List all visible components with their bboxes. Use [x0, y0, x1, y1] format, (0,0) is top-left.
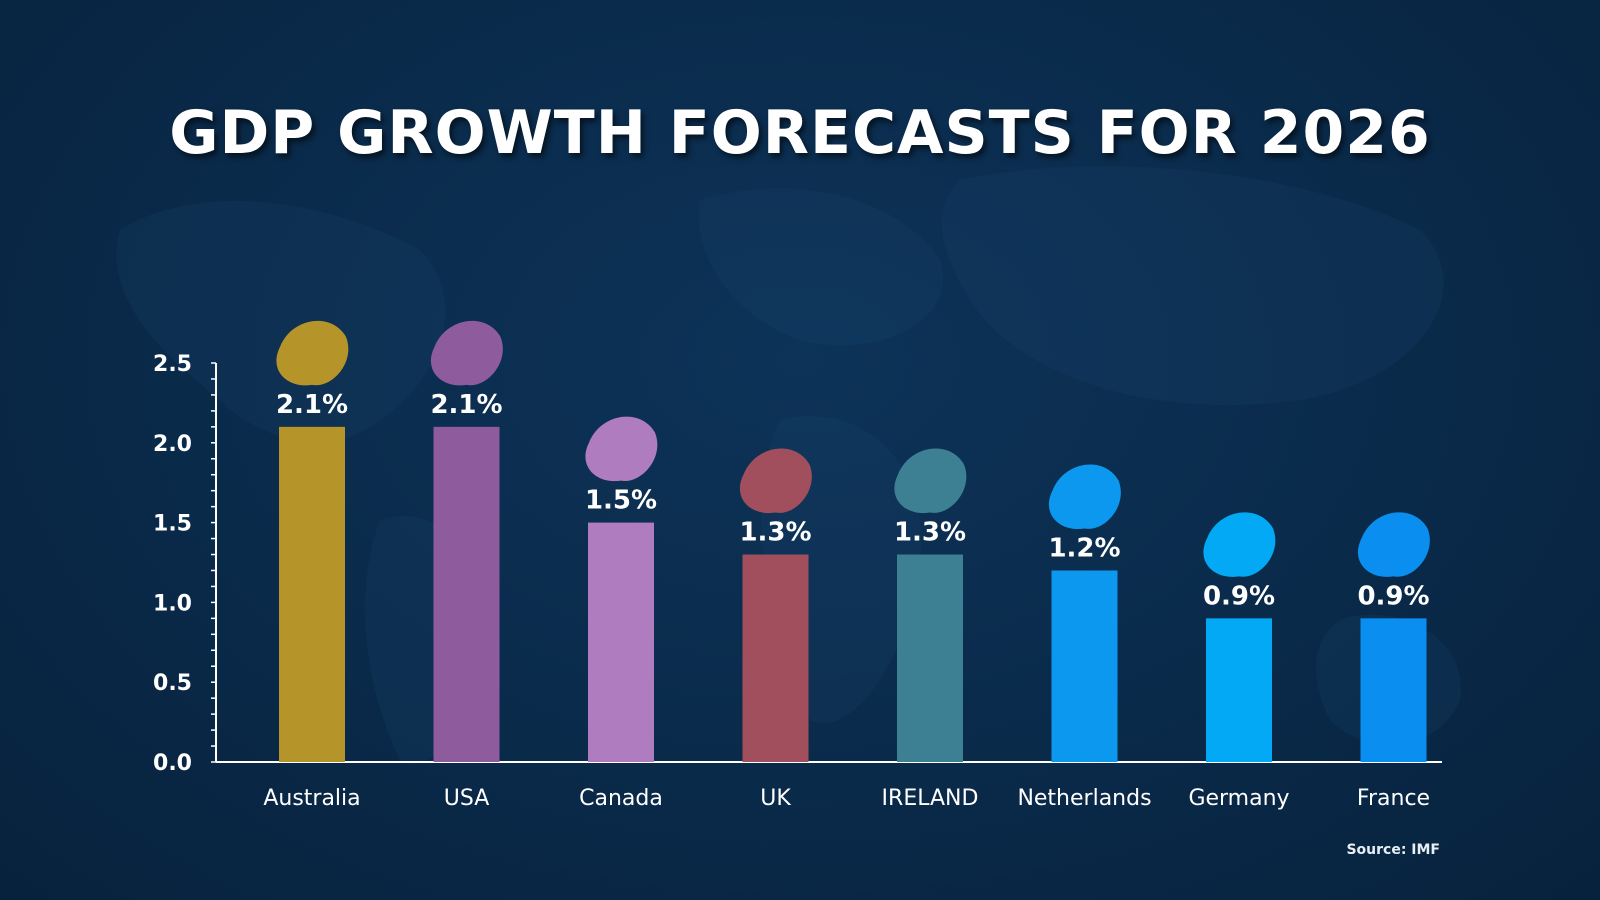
bar-netherlands [1051, 570, 1118, 762]
category-label: Canada [579, 786, 663, 811]
bar-ireland [897, 554, 963, 762]
bar-usa [433, 426, 500, 762]
category-label: UK [760, 786, 791, 811]
category-label: Germany [1188, 786, 1289, 811]
country-silhouette-icon [1048, 464, 1121, 530]
country-silhouette-icon [1357, 512, 1430, 577]
category-label: USA [444, 786, 490, 811]
category-label: France [1357, 786, 1430, 811]
labels: 2.1% Australia 2.1% USA 1.5% Canada 1.3% UK 1.3%… [263, 390, 1430, 811]
value-label: 1.3% [894, 518, 966, 548]
value-label: 1.2% [1048, 533, 1120, 563]
y-tick-label: 2.0 [153, 432, 192, 457]
value-label: 2.1% [430, 390, 502, 420]
y-tick-label: 1.0 [153, 591, 192, 616]
category-label: IRELAND [882, 786, 979, 811]
country-silhouette-icon [1203, 512, 1276, 577]
chart-title: GDP GROWTH FORECASTS FOR 2026 [169, 98, 1431, 168]
value-label: 1.3% [739, 518, 811, 548]
bar-france [1360, 618, 1427, 762]
y-tick-label: 0.5 [153, 671, 192, 696]
category-label: Netherlands [1017, 786, 1151, 811]
value-label: 2.1% [276, 390, 348, 420]
country-icons [276, 320, 1430, 577]
country-silhouette-icon [430, 320, 503, 386]
value-label: 1.5% [585, 486, 657, 516]
country-silhouette-icon [276, 320, 349, 386]
source-note: Source: IMF [1346, 842, 1440, 858]
bar-australia [279, 426, 345, 762]
bars [279, 426, 1427, 762]
value-label: 0.9% [1203, 581, 1275, 611]
bar-uk [742, 554, 809, 762]
bar-canada [588, 522, 654, 762]
y-tick-label: 0.0 [153, 751, 192, 776]
country-silhouette-icon [585, 416, 658, 482]
y-tick-label: 2.5 [153, 352, 192, 377]
bar-germany [1206, 618, 1272, 762]
y-tick-label: 1.5 [153, 512, 192, 537]
category-label: Australia [263, 786, 360, 811]
value-label: 0.9% [1357, 581, 1429, 611]
country-silhouette-icon [894, 448, 967, 514]
country-silhouette-icon [739, 448, 812, 514]
